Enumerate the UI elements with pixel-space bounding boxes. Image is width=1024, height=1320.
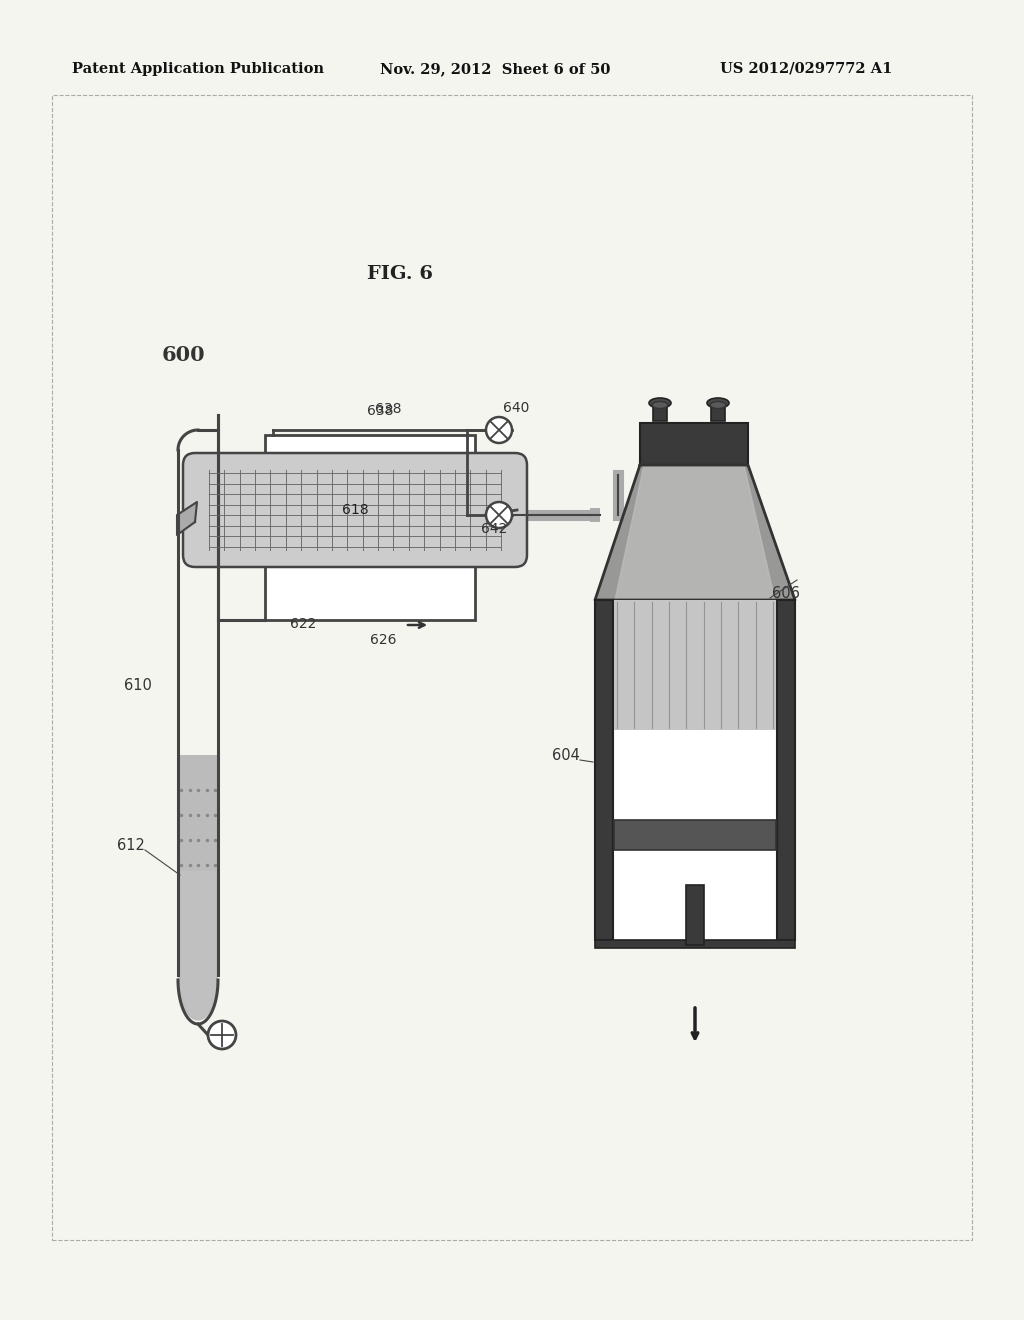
Bar [614, 820, 776, 850]
Bar [179, 755, 217, 870]
Text: 600: 600 [162, 345, 206, 366]
Polygon shape [179, 870, 217, 1020]
Bar [595, 601, 613, 940]
Bar [179, 865, 217, 870]
Polygon shape [177, 502, 197, 535]
Bar [686, 884, 705, 945]
Text: 604: 604 [552, 748, 580, 763]
Polygon shape [595, 465, 795, 601]
Ellipse shape [652, 401, 668, 408]
Ellipse shape [707, 399, 729, 408]
Bar [52, 95, 972, 1239]
Text: 638: 638 [367, 404, 393, 418]
Circle shape [486, 502, 512, 528]
Bar [179, 755, 217, 870]
Text: Nov. 29, 2012  Sheet 6 of 50: Nov. 29, 2012 Sheet 6 of 50 [380, 62, 610, 77]
Text: 642: 642 [481, 521, 507, 536]
Text: 622: 622 [290, 616, 316, 631]
Ellipse shape [649, 399, 671, 408]
Ellipse shape [710, 401, 726, 408]
Bar [614, 601, 776, 730]
Text: 638: 638 [375, 403, 401, 416]
Text: US 2012/0297772 A1: US 2012/0297772 A1 [720, 62, 892, 77]
Text: Patent Application Publication: Patent Application Publication [72, 62, 324, 77]
Text: 606: 606 [772, 586, 800, 601]
Text: FIG. 6: FIG. 6 [367, 265, 433, 282]
Circle shape [486, 417, 512, 444]
Bar [640, 422, 748, 465]
FancyBboxPatch shape [183, 453, 527, 568]
Circle shape [208, 1020, 236, 1049]
Bar [653, 401, 667, 421]
Bar [595, 940, 795, 948]
Text: 640: 640 [503, 401, 529, 414]
Text: 618: 618 [342, 503, 369, 517]
Bar [265, 436, 475, 620]
Text: 612: 612 [117, 838, 145, 853]
Bar [613, 601, 777, 940]
Bar [711, 401, 725, 421]
Bar [777, 601, 795, 940]
Text: 626: 626 [370, 634, 396, 647]
Text: 610: 610 [124, 678, 152, 693]
Polygon shape [615, 465, 775, 601]
